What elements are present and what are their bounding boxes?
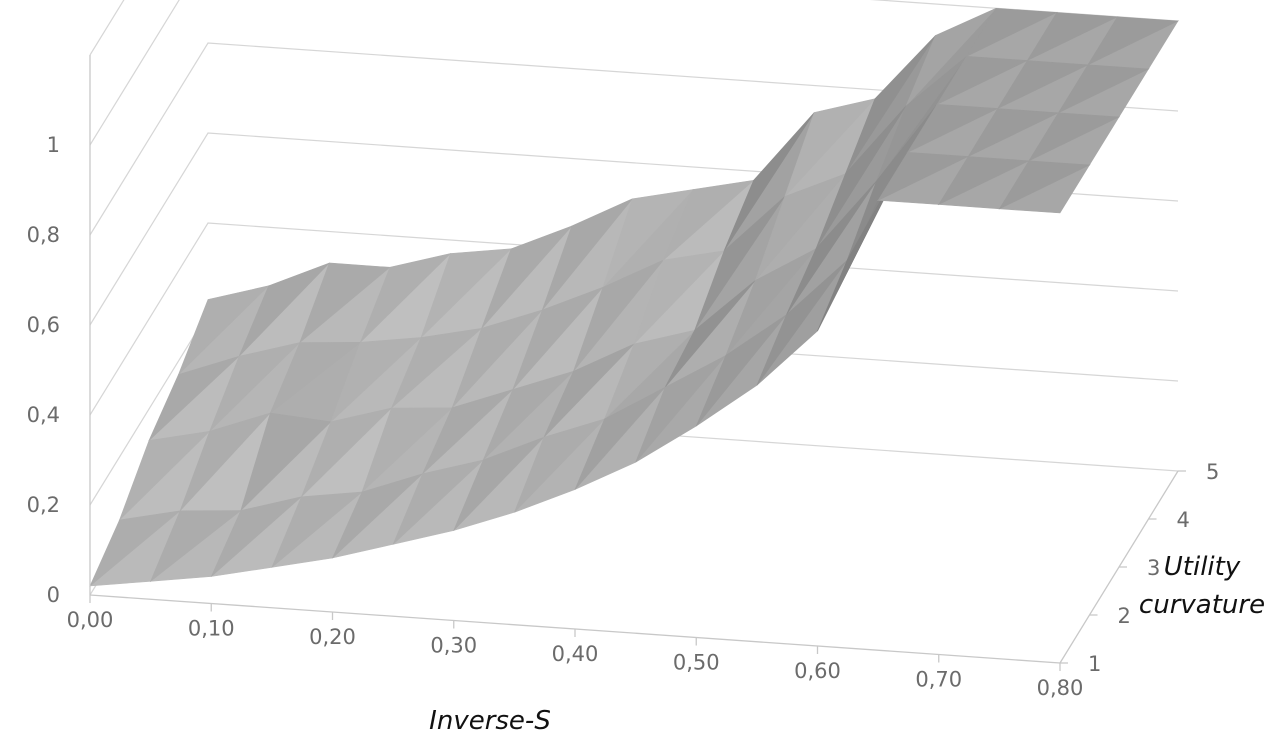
x-tick-label: 0,30 — [430, 634, 477, 658]
z-tick-label: 0,2 — [27, 493, 60, 517]
y-tick-label: 5 — [1206, 460, 1219, 484]
x-tick-label: 0,70 — [915, 668, 962, 692]
x-tick-label: 0,20 — [309, 625, 356, 649]
y-tick-label: 3 — [1147, 556, 1160, 580]
x-tick-label: 0,10 — [188, 617, 235, 641]
x-tick-label: 0,50 — [673, 651, 720, 675]
surface-plot — [90, 8, 1178, 586]
x-axis-title: Inverse-S — [429, 706, 551, 736]
z-tick-label: 1 — [47, 133, 60, 157]
y-tick-label: 1 — [1088, 652, 1101, 676]
x-tick-label: 0,80 — [1037, 676, 1084, 700]
z-tick-label: 0,8 — [27, 223, 60, 247]
y-axis-title-line: Utility — [1164, 552, 1241, 582]
z-tick-label: 0,6 — [27, 313, 60, 337]
z-tick-label: 0,4 — [27, 403, 60, 427]
x-tick-label: 0,60 — [794, 659, 841, 683]
x-tick-label: 0,00 — [67, 608, 114, 632]
z-tick-label: 0 — [47, 583, 60, 607]
y-axis-title-line: curvature — [1139, 590, 1265, 620]
x-tick-label: 0,40 — [552, 642, 599, 666]
y-tick-label: 4 — [1177, 508, 1190, 532]
y-tick-label: 2 — [1118, 604, 1131, 628]
